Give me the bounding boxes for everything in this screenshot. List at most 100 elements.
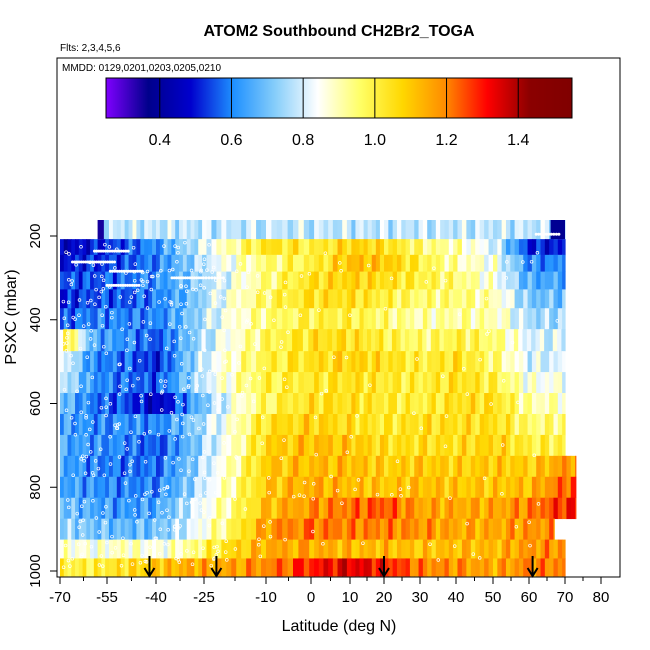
heatmap-cell [527, 393, 533, 415]
heatmap-cell [342, 254, 348, 272]
heatmap-cell [156, 518, 161, 540]
sample-marker [99, 249, 103, 253]
heatmap-cell [156, 539, 161, 559]
sample-marker [102, 473, 107, 478]
heatmap-cell [549, 455, 555, 478]
heatmap-cells [60, 220, 577, 577]
heatmap-cell [367, 497, 373, 520]
heatmap-cell [221, 308, 227, 330]
heatmap-cell [112, 558, 118, 577]
sample-marker [324, 389, 329, 393]
sample-marker [220, 376, 224, 380]
heatmap-cell [90, 539, 95, 559]
sample-marker [222, 328, 226, 333]
heatmap-cell [287, 393, 294, 415]
heatmap-cell [190, 308, 195, 330]
sample-marker [145, 306, 150, 310]
heatmap-cell [167, 455, 172, 478]
heatmap-cell [194, 497, 199, 520]
heatmap-cell [75, 351, 80, 373]
heatmap-cell [510, 289, 516, 309]
heatmap-cell [501, 220, 507, 240]
heatmap-cell [148, 434, 153, 457]
heatmap-cell [75, 558, 80, 577]
sample-marker [204, 491, 208, 495]
heatmap-cell [97, 558, 102, 577]
heatmap-cell [78, 289, 84, 309]
sample-marker [81, 518, 85, 523]
heatmap-cell [108, 434, 114, 457]
heatmap-cell [105, 476, 110, 499]
heatmap-cell [124, 455, 130, 478]
heatmap-cell [414, 220, 420, 240]
heatmap-cell [371, 393, 377, 415]
sample-marker [90, 375, 95, 380]
sample-marker [202, 257, 207, 261]
sample-marker [133, 262, 138, 266]
heatmap-cell [216, 372, 222, 394]
heatmap-cell [256, 455, 262, 478]
heatmap-cell [60, 254, 65, 272]
heatmap-cell [100, 329, 106, 352]
sample-marker [169, 411, 174, 415]
heatmap-cell [60, 308, 65, 330]
sample-marker [115, 426, 120, 431]
heatmap-cell [67, 351, 72, 373]
heatmap-cell [342, 558, 348, 577]
heatmap-cell [140, 455, 145, 478]
heatmap-cell [171, 455, 176, 478]
heatmap-cell [342, 476, 348, 499]
heatmap-cell [359, 413, 365, 436]
heatmap-cell [409, 308, 415, 330]
heatmap-cell [510, 308, 516, 330]
sample-marker [162, 542, 167, 546]
heatmap-cell [346, 289, 352, 309]
heatmap-cell [132, 372, 137, 394]
heatmap-cell [171, 372, 176, 394]
sample-marker [219, 276, 222, 280]
heatmap-cell [116, 254, 122, 272]
heatmap-cell [418, 239, 424, 256]
heatmap-cell [156, 271, 161, 290]
x-tick-label: -55 [96, 589, 118, 606]
heatmap-cell [523, 476, 529, 499]
heatmap-cell [392, 289, 398, 309]
heatmap-cell [124, 220, 130, 240]
heatmap-cell [293, 239, 299, 256]
heatmap-cell [570, 497, 576, 520]
heatmap-cell [194, 289, 199, 309]
heatmap-cell [427, 497, 433, 520]
heatmap-cell [470, 220, 476, 240]
sample-marker [113, 260, 116, 264]
heatmap-cell [82, 254, 87, 272]
heatmap-cell [124, 413, 130, 436]
sample-marker [210, 270, 214, 274]
heatmap-cell [171, 239, 176, 256]
sample-marker [407, 485, 411, 490]
heatmap-cell [261, 351, 267, 373]
heatmap-cell [409, 434, 415, 457]
sample-marker [537, 232, 541, 236]
heatmap-cell [182, 372, 188, 394]
sample-marker [199, 269, 203, 274]
heatmap-cell [409, 413, 415, 436]
heatmap-cell [271, 413, 278, 436]
sample-marker [113, 423, 117, 427]
heatmap-cell [112, 254, 118, 272]
heatmap-cell [282, 393, 289, 415]
heatmap-cell [167, 558, 172, 577]
heatmap-cell [179, 308, 184, 330]
heatmap-cell [431, 372, 437, 394]
heatmap-cell [384, 351, 389, 373]
heatmap-cell [152, 497, 157, 520]
heatmap-cell [282, 518, 289, 540]
heatmap-cell [144, 455, 149, 478]
heatmap-cell [287, 351, 294, 373]
heatmap-cell [484, 539, 490, 559]
sample-marker [368, 383, 372, 388]
heatmap-cell [194, 518, 199, 540]
heatmap-cell [75, 413, 80, 436]
heatmap-cell [298, 220, 305, 240]
heatmap-cell [105, 455, 110, 478]
